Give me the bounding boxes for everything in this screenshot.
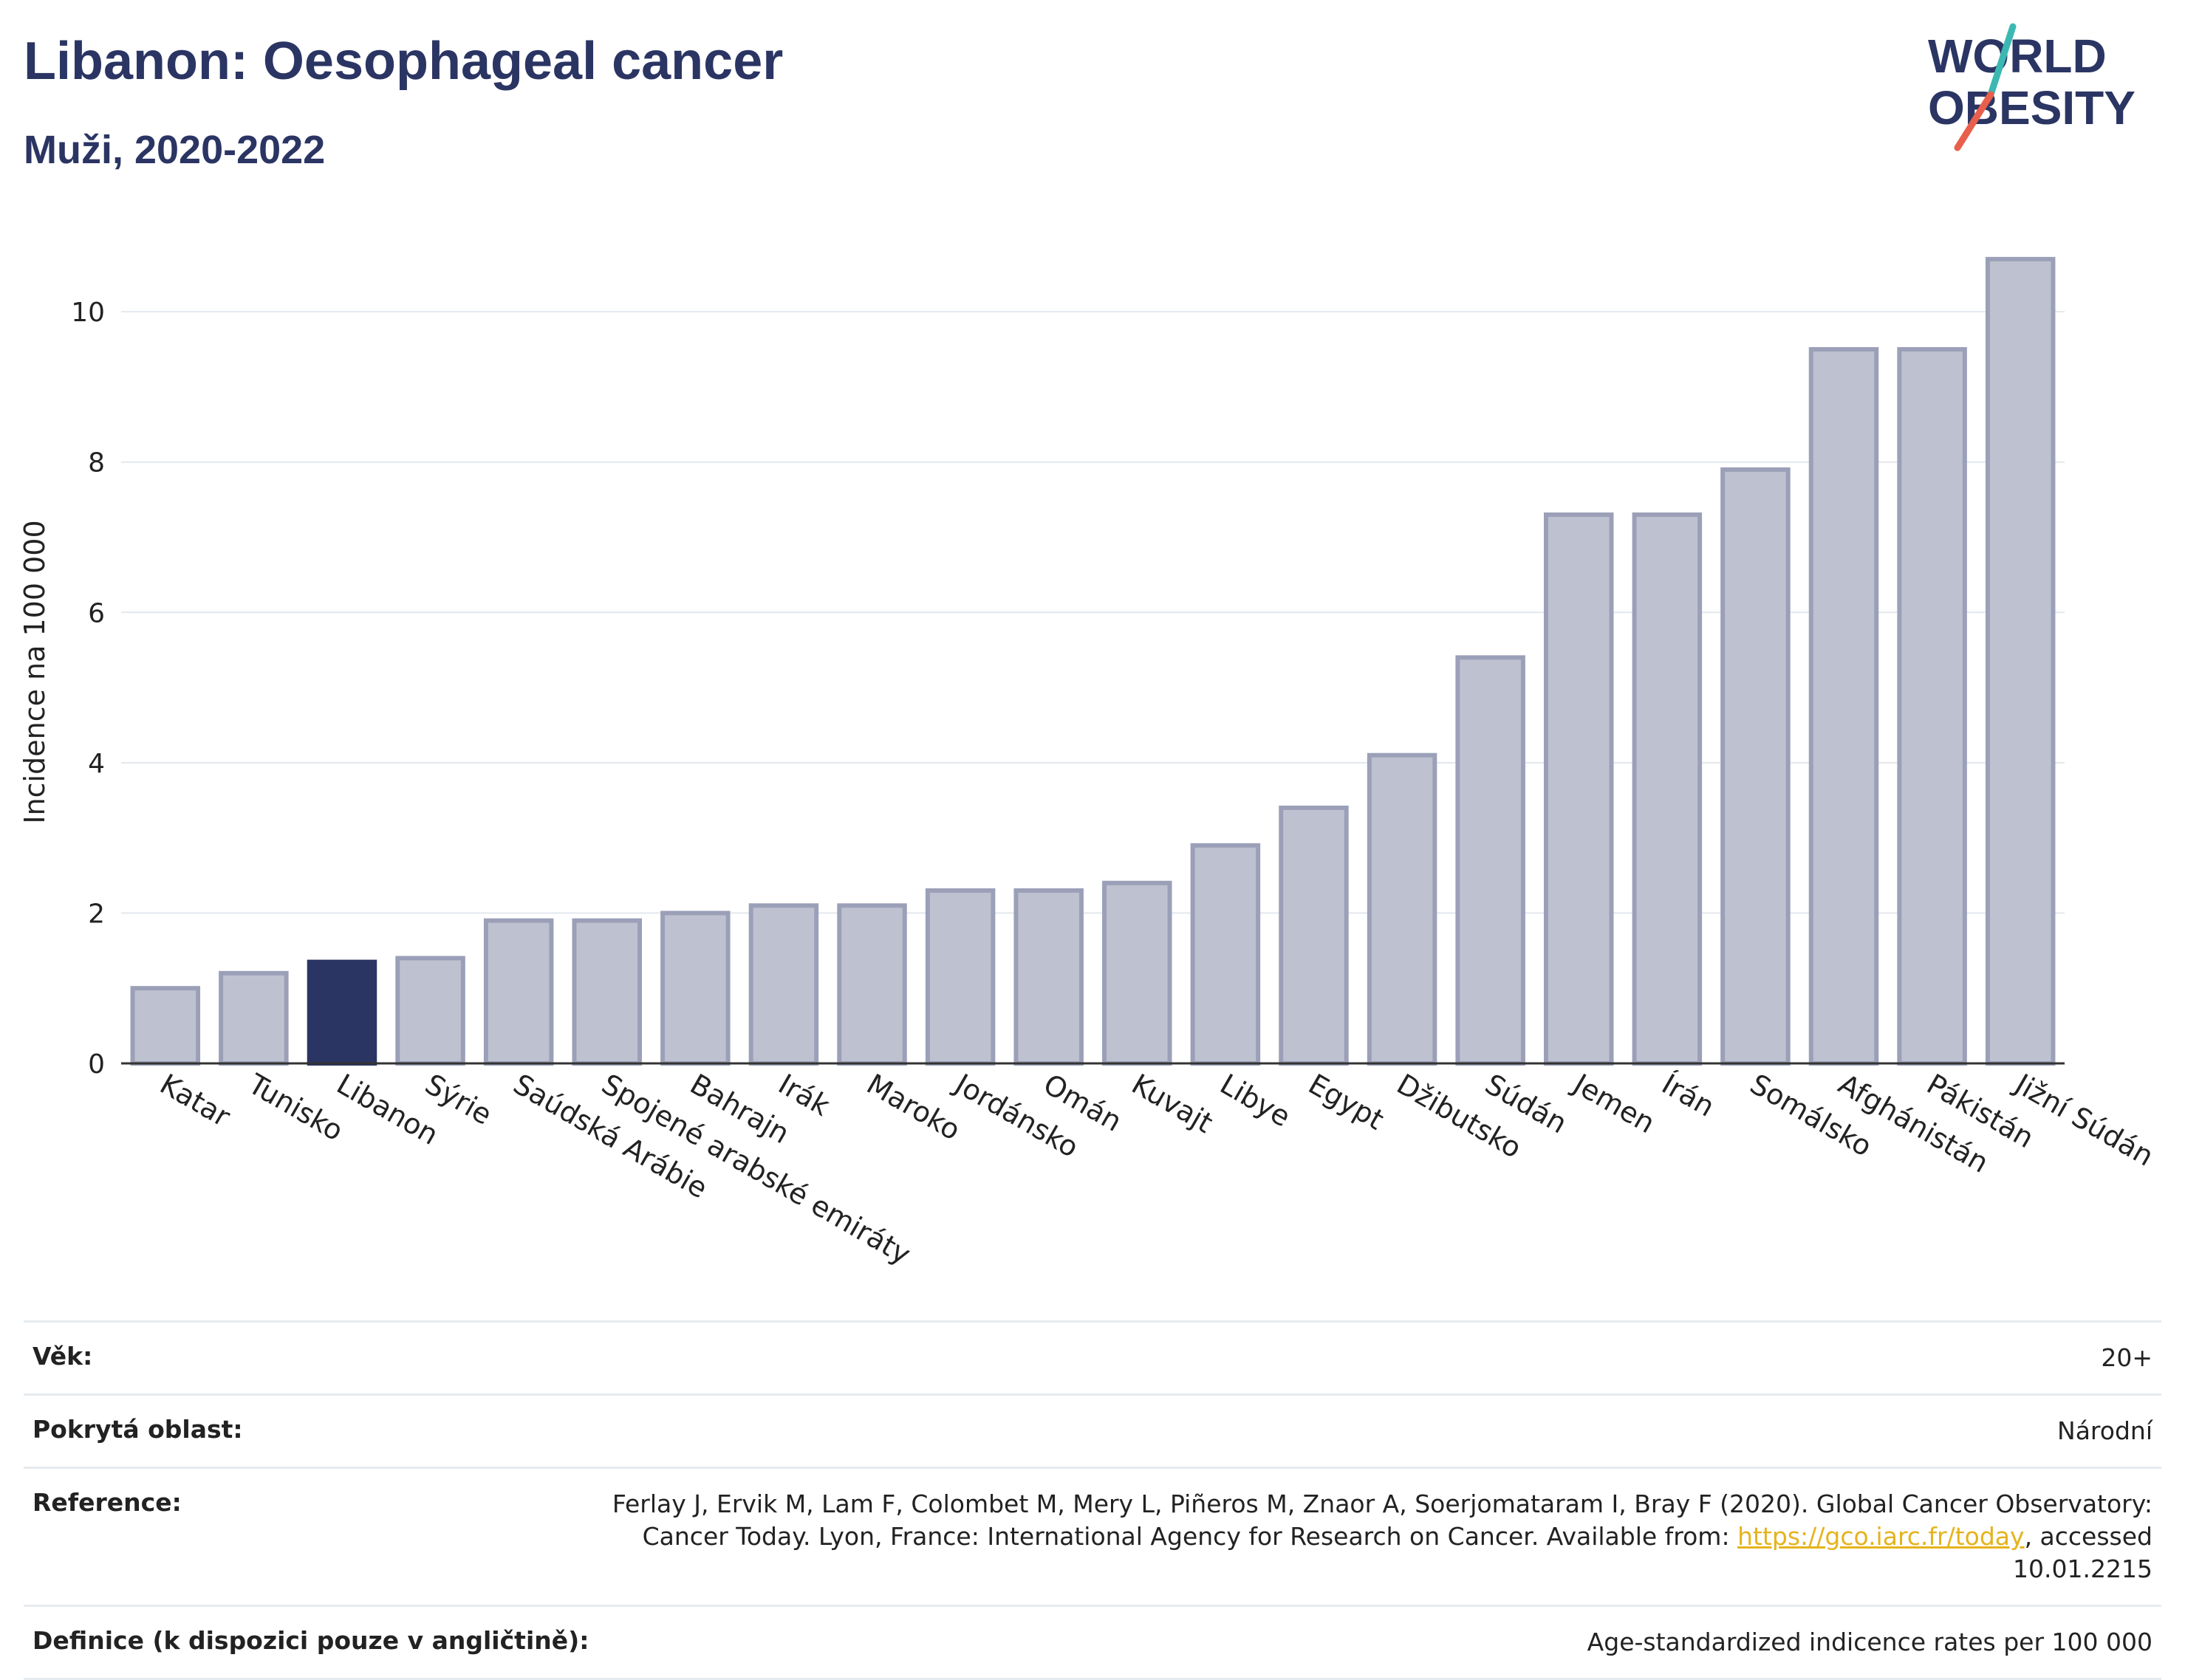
bar bbox=[395, 956, 465, 1066]
bar bbox=[1985, 256, 2056, 1066]
y-tick-label: 2 bbox=[88, 899, 105, 929]
bar bbox=[1102, 880, 1172, 1066]
info-value: Age-standardized indicence rates per 100… bbox=[603, 1605, 2161, 1680]
info-table: Věk: 20+ Pokrytá oblast: Národní Referen… bbox=[24, 1320, 2161, 1680]
bar bbox=[219, 970, 289, 1066]
info-value: Ferlay J, Ervik M, Lam F, Colombet M, Me… bbox=[603, 1467, 2161, 1606]
x-tick-label: Libye bbox=[1214, 1068, 1296, 1134]
bar bbox=[1190, 843, 1261, 1066]
bar bbox=[1455, 655, 1525, 1066]
info-row-coverage: Pokrytá oblast: Národní bbox=[24, 1393, 2161, 1468]
info-row-definition: Definice (k dispozici pouze v angličtině… bbox=[24, 1605, 2161, 1680]
x-tick-label: Jemen bbox=[1567, 1067, 1661, 1140]
bar bbox=[1013, 888, 1084, 1066]
y-tick-label: 8 bbox=[88, 448, 105, 479]
bar bbox=[1279, 805, 1349, 1066]
bar bbox=[837, 903, 907, 1066]
info-label: Reference: bbox=[24, 1467, 603, 1606]
bar bbox=[483, 918, 554, 1066]
bar bbox=[1897, 347, 1967, 1066]
y-axis-title: Incidence na 100 000 bbox=[18, 520, 51, 823]
x-tick-label: Írán bbox=[1656, 1068, 1720, 1123]
info-value: Národní bbox=[603, 1393, 2161, 1468]
info-label: Věk: bbox=[24, 1320, 603, 1395]
bar bbox=[572, 918, 642, 1066]
bar bbox=[660, 911, 731, 1066]
bars bbox=[130, 256, 2056, 1066]
bar bbox=[1367, 752, 1437, 1066]
bar bbox=[1544, 512, 1614, 1066]
x-tick-label: Libanon bbox=[331, 1068, 443, 1151]
x-tick-label: Kuvajt bbox=[1126, 1068, 1218, 1139]
bar bbox=[307, 959, 377, 1066]
y-tick-label: 10 bbox=[71, 298, 105, 328]
logo-slash-coral bbox=[1954, 91, 1994, 151]
info-label: Pokrytá oblast: bbox=[24, 1393, 603, 1468]
bar bbox=[1632, 512, 1703, 1066]
gridlines bbox=[121, 311, 2065, 914]
bar bbox=[925, 888, 996, 1066]
x-tick-label: Tunisko bbox=[242, 1067, 349, 1148]
bar bbox=[1720, 467, 1791, 1066]
logo-slash-teal bbox=[1987, 23, 2017, 98]
reference-accessed: , accessed 10.01.2215 bbox=[2013, 1522, 2152, 1583]
chart-title: Libanon: Oesophageal cancer bbox=[24, 32, 784, 91]
bar bbox=[130, 986, 201, 1066]
x-tick-label: Katar bbox=[154, 1068, 236, 1134]
y-tick-label: 6 bbox=[88, 598, 105, 628]
info-value: 20+ bbox=[603, 1320, 2161, 1395]
x-tick-label: Maroko bbox=[861, 1068, 966, 1147]
info-row-age: Věk: 20+ bbox=[24, 1320, 2161, 1395]
chart-subtitle: Muži, 2020-2022 bbox=[24, 128, 326, 172]
y-axis-ticks: 0 2 4 6 8 10 bbox=[71, 298, 105, 1080]
info-label: Definice (k dispozici pouze v angličtině… bbox=[24, 1605, 603, 1680]
logo-text-world: WORLD bbox=[1928, 30, 2107, 83]
bar bbox=[1808, 347, 1879, 1066]
x-tick-label: Egypt bbox=[1303, 1068, 1389, 1136]
world-obesity-logo: WORLD OBESITY bbox=[1928, 23, 2136, 151]
logo-text-obesity: OBESITY bbox=[1928, 81, 2136, 134]
info-row-reference: Reference: Ferlay J, Ervik M, Lam F, Col… bbox=[24, 1467, 2161, 1606]
bar bbox=[748, 903, 819, 1066]
x-tick-label: Jižní Súdán bbox=[2008, 1067, 2159, 1173]
y-tick-label: 4 bbox=[88, 749, 105, 779]
reference-link[interactable]: https://gco.iarc.fr/today bbox=[1737, 1522, 2025, 1551]
reference-text: Ferlay J, Ervik M, Lam F, Colombet M, Me… bbox=[612, 1489, 2152, 1551]
y-tick-label: 0 bbox=[88, 1049, 105, 1080]
